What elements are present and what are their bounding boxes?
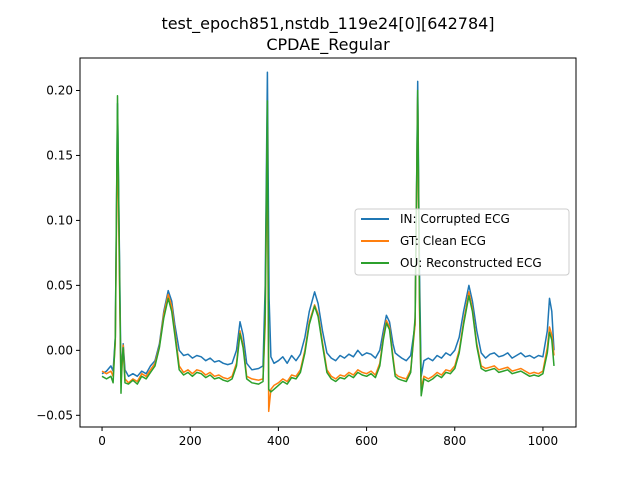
legend-box bbox=[354, 208, 570, 276]
series-layer bbox=[101, 71, 555, 413]
y-tick-label: −0.05 bbox=[36, 408, 73, 422]
x-tick-label: 0 bbox=[98, 434, 106, 448]
x-tick-label: 200 bbox=[179, 434, 202, 448]
plot-frame bbox=[79, 57, 577, 428]
x-tick-label: 400 bbox=[267, 434, 290, 448]
y-tick-label: 0.05 bbox=[46, 278, 73, 292]
legend-label-corrupted: IN: Corrupted ECG bbox=[400, 212, 510, 226]
series-line-reconstructed bbox=[101, 89, 555, 397]
y-axis: −0.05 0.00 0.05 0.10 0.15 0.20 bbox=[36, 83, 80, 422]
chart-title-line1: test_epoch851,nstdb_119e24[0][642784] bbox=[161, 14, 494, 34]
legend-label-reconstructed: OU: Reconstructed ECG bbox=[400, 256, 542, 270]
legend: IN: Corrupted ECG GT: Clean ECG OU: Reco… bbox=[354, 208, 570, 276]
x-tick-label: 1000 bbox=[528, 434, 559, 448]
chart-title-line2: CPDAE_Regular bbox=[266, 35, 390, 55]
x-tick-label: 800 bbox=[443, 434, 466, 448]
x-axis: 0 200 400 600 800 1000 bbox=[98, 427, 558, 448]
y-tick-label: 0.15 bbox=[46, 148, 73, 162]
legend-label-clean: GT: Clean ECG bbox=[400, 234, 486, 248]
x-tick-label: 600 bbox=[355, 434, 378, 448]
y-tick-label: 0.20 bbox=[46, 83, 73, 97]
y-tick-label: 0.10 bbox=[46, 213, 73, 227]
y-tick-label: 0.00 bbox=[46, 343, 73, 357]
